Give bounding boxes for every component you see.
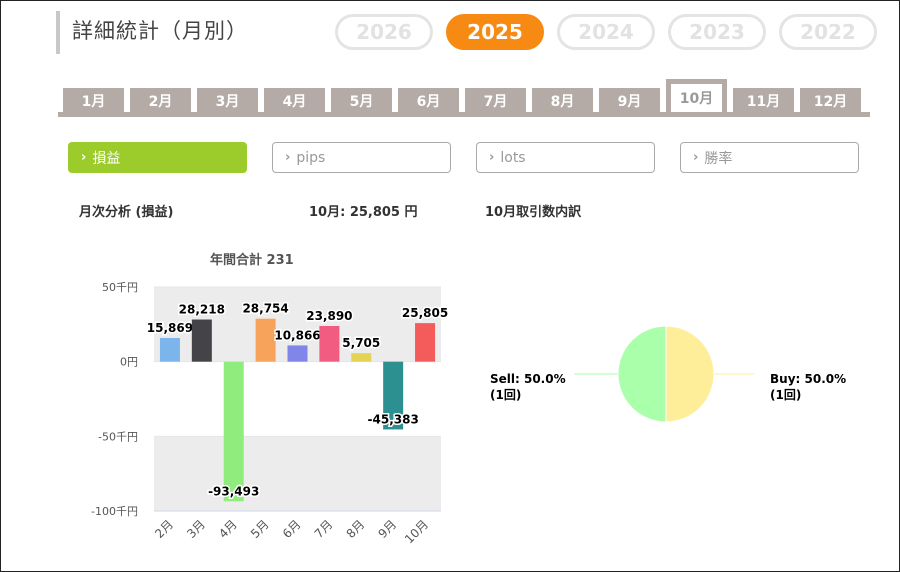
x-tick-label: 9月: [376, 517, 400, 541]
month-tab-1[interactable]: 1月: [63, 88, 124, 113]
bar-3月[interactable]: [191, 319, 212, 362]
data-label: 23,890: [306, 309, 352, 323]
data-label: -45,383: [368, 412, 419, 426]
month-tab-7[interactable]: 7月: [465, 88, 526, 113]
buy-count: (1回): [770, 388, 801, 402]
sell-count: (1回): [490, 388, 521, 402]
data-label: 28,218: [179, 303, 225, 317]
month-tabs: 1月 2月 3月 4月 5月 6月 7月 8月 9月 10月 11月 12月: [63, 79, 861, 113]
data-label: 10,866: [274, 328, 320, 342]
x-tick-label: 5月: [248, 517, 272, 541]
metric-tab-label: 損益: [92, 150, 121, 167]
plot-band: [154, 436, 441, 511]
month-profit-value: 10月: 25,805 円: [309, 205, 418, 220]
bar-7月[interactable]: [319, 325, 340, 362]
trade-breakdown-heading: 10月取引数内訳: [485, 205, 582, 220]
x-tick-label: 2月: [152, 517, 176, 541]
pie-slice-sell[interactable]: [617, 325, 667, 423]
month-tab-11[interactable]: 11月: [733, 88, 794, 113]
year-tab-2022[interactable]: 2022: [779, 14, 877, 50]
metric-tab-profit[interactable]: › 損益: [68, 142, 247, 173]
month-tab-6[interactable]: 6月: [398, 88, 459, 113]
x-tick-label: 6月: [280, 517, 304, 541]
year-tab-2023[interactable]: 2023: [668, 14, 766, 50]
bar-10月[interactable]: [415, 323, 436, 362]
buy-label: Buy: 50.0%: [770, 372, 846, 386]
pie-slice-buy[interactable]: [665, 325, 715, 423]
monthly-analysis-heading: 月次分析 (損益): [79, 205, 174, 220]
year-tabs: 2026 2025 2024 2023 2022: [335, 14, 877, 50]
sell-label: Sell: 50.0%: [490, 372, 566, 386]
bar-9月[interactable]: [383, 361, 404, 430]
chevron-right-icon: ›: [693, 150, 699, 165]
month-tab-strip: [58, 112, 870, 117]
page-title: 詳細統計（月別）: [72, 19, 248, 43]
y-tick-label: -100千円: [91, 505, 138, 518]
monthly-profit-bar-chart: 50千円 0円 -50千円 -100千円 15,869 2月 28,218 3月 -93,493…: [91, 281, 450, 546]
y-tick-label: 0円: [120, 356, 138, 369]
chart-title: 年間合計 231: [210, 253, 294, 268]
metric-tab-lots[interactable]: › lots: [476, 142, 655, 173]
bar-4月[interactable]: [223, 361, 244, 502]
x-tick-label: 3月: [184, 517, 208, 541]
y-tick-label: 50千円: [102, 281, 138, 294]
x-tick-label: 10月: [402, 517, 431, 546]
month-tab-12[interactable]: 12月: [800, 88, 861, 113]
year-tab-2025[interactable]: 2025: [446, 14, 544, 50]
metric-tab-label: pips: [296, 149, 326, 166]
metric-tabs: › 損益 › pips › lots › 勝率: [68, 142, 859, 173]
year-tab-2026[interactable]: 2026: [335, 14, 433, 50]
bar-5月[interactable]: [255, 318, 276, 362]
month-tab-10[interactable]: 10月: [666, 79, 727, 112]
x-tick-label: 7月: [312, 517, 336, 541]
data-label: 15,869: [147, 321, 193, 335]
x-tick-label: 4月: [216, 517, 240, 541]
bar-8月[interactable]: [351, 353, 372, 362]
chevron-right-icon: ›: [489, 150, 495, 165]
month-tab-2[interactable]: 2月: [130, 88, 191, 113]
metric-tab-pips[interactable]: › pips: [272, 142, 451, 173]
month-tab-9[interactable]: 9月: [599, 88, 660, 113]
month-tab-5[interactable]: 5月: [331, 88, 392, 113]
bar-6月[interactable]: [287, 345, 308, 362]
metric-tab-label: 勝率: [704, 150, 733, 167]
month-tab-4[interactable]: 4月: [264, 88, 325, 113]
metric-tab-win-rate[interactable]: › 勝率: [680, 142, 859, 173]
chevron-right-icon: ›: [285, 150, 291, 165]
title-accent-bar: [56, 11, 60, 54]
data-label: 25,805: [402, 306, 448, 320]
year-tab-2024[interactable]: 2024: [557, 14, 655, 50]
trade-breakdown-pie-chart: Buy: 50.0% (1回) Sell: 50.0% (1回): [490, 325, 846, 423]
y-tick-label: -50千円: [98, 430, 138, 443]
metric-tab-label: lots: [500, 149, 526, 166]
month-tab-3[interactable]: 3月: [197, 88, 258, 113]
chevron-right-icon: ›: [81, 150, 87, 165]
month-tab-8[interactable]: 8月: [532, 88, 593, 113]
data-label: 5,705: [342, 336, 380, 350]
data-label: -93,493: [208, 484, 259, 498]
bar-2月[interactable]: [159, 337, 180, 362]
x-tick-label: 8月: [344, 517, 368, 541]
data-label: 28,754: [242, 302, 288, 316]
